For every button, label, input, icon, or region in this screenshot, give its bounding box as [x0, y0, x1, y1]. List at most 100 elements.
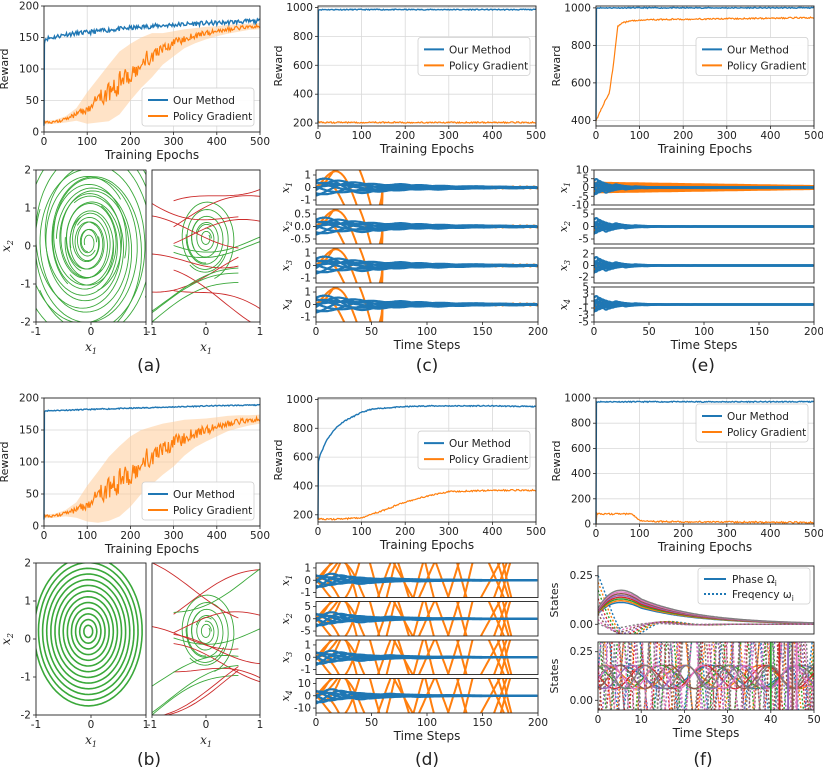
y-tick-label: 1: [304, 287, 311, 299]
trajectory-our-method: [594, 216, 814, 233]
panel-label: (c): [416, 356, 439, 376]
x-axis-label: Training Epochs: [104, 542, 199, 556]
x-axis-label: x1: [200, 733, 212, 749]
y-tick-label: 0: [304, 182, 311, 194]
y-tick-label: -5: [301, 626, 311, 638]
y-tick-label: 5: [582, 173, 589, 185]
trajectory-policy-gradient: [316, 678, 508, 713]
streamline: [152, 267, 239, 312]
y-tick-label: 150: [19, 32, 39, 44]
x-tick-label: 200: [528, 717, 548, 729]
chart-d_reward: 0 100 200 300 400 500 200 400 600 800 1000 Training…: [272, 394, 546, 552]
streamline: [36, 170, 146, 322]
trajectories: [594, 294, 814, 313]
trajectory-our-method: [316, 218, 538, 232]
streamline: [185, 608, 224, 658]
phase-trajectory: [598, 664, 814, 690]
streamline: [200, 230, 212, 245]
streamline: [173, 569, 260, 615]
x-tick-label: 1: [257, 719, 264, 731]
y-axis-label: x3: [279, 652, 294, 663]
x-tick-label: 500: [804, 130, 823, 142]
x-tick-label: 100: [77, 530, 97, 542]
y-tick-label: -5: [579, 317, 589, 329]
streamline: [181, 594, 235, 672]
y-tick-label: 200: [19, 393, 39, 405]
trajectory-our-method: [316, 216, 538, 234]
y-tick-label: 5: [582, 282, 589, 294]
x-tick-label: 100: [417, 326, 437, 338]
y-tick-label: -0.5: [291, 234, 312, 246]
streamline: [78, 618, 98, 645]
x-tick-label: 300: [164, 530, 184, 542]
x-tick-label: 150: [472, 326, 492, 338]
trajectories: [316, 287, 538, 322]
x-axis-label: Training Epochs: [104, 148, 199, 162]
y-tick-label: -1: [579, 303, 589, 315]
state-subplot-e_states-1: -505 x2: [557, 209, 815, 246]
y-tick-label: -3: [579, 310, 589, 322]
legend-phase-label: Phase Ωi: [732, 574, 777, 588]
x-tick-label: 100: [352, 130, 372, 142]
streamline: [196, 223, 215, 251]
y-tick-label: 0: [32, 521, 39, 533]
streamline: [52, 183, 127, 290]
panel-label: (a): [137, 356, 161, 376]
x-tick-label: -1: [31, 719, 41, 731]
y-tick-label: 0: [24, 634, 31, 646]
axes-frame: [595, 5, 815, 127]
y-tick-label: -1: [21, 279, 31, 291]
legend-our-label: Our Method: [727, 44, 789, 56]
x-tick-label: 30: [721, 714, 734, 726]
streamline: [173, 241, 260, 259]
y-tick-label: 0: [582, 260, 589, 272]
x-tick-label: 40: [764, 714, 777, 726]
y-axis-label: x2: [279, 613, 294, 624]
y-tick-label: 50: [26, 95, 39, 107]
streamline: [54, 584, 123, 679]
x-tick-label: 200: [395, 526, 415, 538]
streamline: [62, 595, 115, 667]
y-tick-label: 100: [19, 457, 39, 469]
y-tick-label: -2: [21, 317, 31, 329]
x-tick-label: 300: [164, 136, 184, 148]
x-tick-label: 50: [807, 714, 820, 726]
streamline: [173, 628, 260, 645]
y-axis-label: x1: [279, 575, 294, 586]
y-tick-label: 0: [304, 652, 311, 664]
y-tick-label: -1: [301, 273, 311, 285]
legend: Our Method Policy Gradient: [141, 87, 255, 127]
y-tick-label: 1000: [286, 394, 313, 406]
streamline: [173, 643, 260, 683]
x-tick-label: 500: [250, 136, 270, 148]
panel-label: (f): [693, 750, 712, 770]
y-tick-label: 200: [293, 509, 313, 521]
legend-our-label: Our Method: [173, 489, 235, 501]
x-axis-label: x1: [85, 340, 97, 356]
y-axis-label: Reward: [272, 440, 285, 481]
x-tick-label: 400: [760, 130, 780, 142]
y-axis-label: x3: [557, 260, 572, 271]
x-tick-label: 0: [203, 326, 210, 338]
plot-area: [152, 563, 260, 715]
series-policy-gradient: [317, 488, 537, 521]
legend-box: [417, 37, 531, 76]
oscillator-subplot-1: 0 10 20 30 40 50 0.00 0.25 Time Steps States: [548, 641, 821, 740]
stream-lines: [36, 170, 146, 322]
y-axis-label: Reward: [550, 46, 563, 87]
y-axis-label: x1: [279, 182, 294, 193]
streamline: [152, 215, 239, 249]
trajectory-our-method: [316, 296, 538, 310]
trajectory-policy-gradient: [316, 640, 512, 675]
y-tick-label: -1: [301, 195, 311, 207]
streamline: [152, 253, 239, 269]
legend-box: [695, 403, 809, 443]
streamline: [173, 195, 260, 228]
series-policy-gradient: [595, 16, 815, 122]
y-tick-label: 1: [24, 203, 31, 215]
chart-c_reward: 0 100 200 300 400 500 200 400 600 800 1000 Training…: [272, 2, 546, 156]
x-axis-label: x1: [85, 733, 97, 749]
